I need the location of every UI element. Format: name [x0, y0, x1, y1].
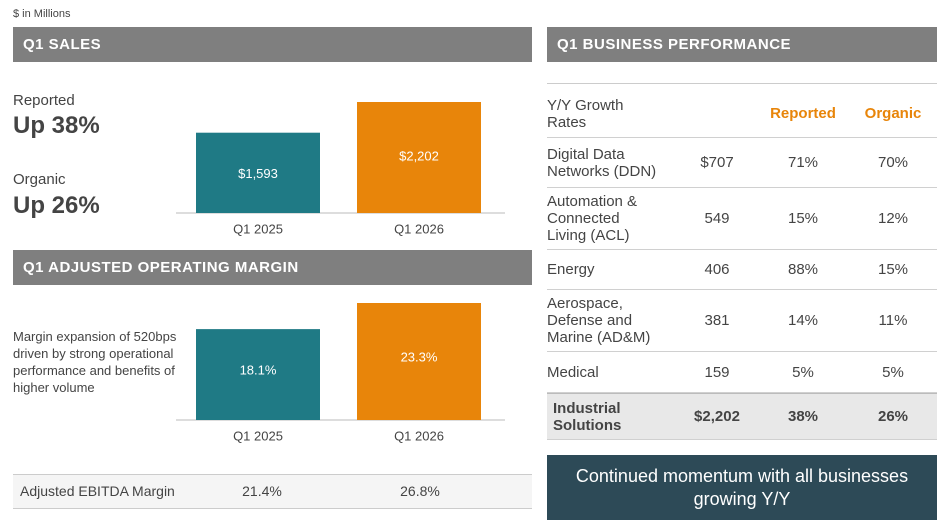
- value: 21.4%: [242, 483, 282, 499]
- column-header: Y/Y Growth Rates: [547, 96, 624, 131]
- bar: [196, 132, 320, 213]
- rule: [547, 83, 937, 84]
- column-header: Organic: [864, 105, 922, 122]
- section-header: Q1 BUSINESS PERFORMANCE: [547, 27, 937, 62]
- row-label: Automation & Connected Living (ACL): [547, 193, 638, 244]
- value-label: 23.3%: [401, 349, 438, 364]
- x-tick-label: Q1 2025: [233, 221, 283, 236]
- bar: [357, 303, 481, 420]
- x-tick-label: Q1 2026: [394, 428, 444, 443]
- table-row: Medical 159 5% 5%: [547, 352, 937, 393]
- cell: 38%: [787, 408, 819, 425]
- total-row: Industrial Solutions $2,202 38% 26%: [547, 393, 937, 440]
- note: Margin expansion of 520bps driven by str…: [13, 329, 177, 395]
- header-row: Y/Y Growth Rates Reported Organic: [547, 90, 937, 138]
- label: Adjusted EBITDA Margin: [20, 483, 175, 499]
- cell: 71%: [787, 154, 819, 171]
- cell: 5%: [882, 363, 904, 381]
- column-header: Reported: [770, 105, 836, 122]
- callout: Continued momentum with all businesses g…: [547, 455, 937, 520]
- x-tick-label: Q1 2025: [233, 428, 283, 443]
- table-row: Automation & Connected Living (ACL) 549 15…: [547, 188, 937, 250]
- row-label: Aerospace, Defense and Marine (AD&M): [547, 295, 651, 346]
- metric: Up 38%: [13, 112, 100, 139]
- cell: 5%: [792, 363, 814, 381]
- cell: 70%: [877, 154, 909, 171]
- cell: 26%: [877, 408, 909, 425]
- table-row: Aerospace, Defense and Marine (AD&M) 381 1…: [547, 290, 937, 352]
- table-row: Energy 406 88% 15%: [547, 250, 937, 290]
- row-label: Digital Data Networks (DDN): [547, 145, 657, 180]
- value-label: 18.1%: [240, 363, 277, 378]
- ebitda-row: Adjusted EBITDA Margin 21.4% 26.8%: [13, 474, 532, 509]
- section-header: Q1 SALES: [13, 27, 532, 62]
- cell: 14%: [787, 312, 819, 329]
- row-label: Energy: [547, 261, 595, 278]
- cell: 12%: [877, 210, 909, 227]
- label: Reported: [13, 92, 75, 109]
- cell: $707: [700, 154, 734, 171]
- value: 26.8%: [400, 483, 440, 499]
- unit-note: $ in Millions: [13, 8, 71, 20]
- cell: 11%: [878, 312, 908, 329]
- bar: [357, 102, 481, 213]
- cell: 406: [704, 261, 730, 278]
- cell: 381: [704, 312, 730, 329]
- row-label: Medical: [547, 363, 599, 381]
- metric: Up 26%: [13, 192, 100, 219]
- value-label: $1,593: [238, 166, 278, 181]
- cell: $2,202: [694, 408, 740, 425]
- x-tick-label: Q1 2026: [394, 221, 444, 236]
- section-header: Q1 ADJUSTED OPERATING MARGIN: [13, 250, 532, 285]
- bar: [196, 329, 320, 420]
- cell: 15%: [877, 261, 909, 278]
- cell: 15%: [787, 210, 819, 227]
- cell: 549: [704, 210, 730, 227]
- cell: 159: [704, 363, 730, 381]
- row-label: Industrial Solutions: [553, 399, 622, 434]
- cell: 88%: [787, 261, 819, 278]
- value-label: $2,202: [399, 148, 439, 163]
- table-row: Digital Data Networks (DDN) $707 71% 70%: [547, 138, 937, 188]
- label: Organic: [13, 171, 66, 188]
